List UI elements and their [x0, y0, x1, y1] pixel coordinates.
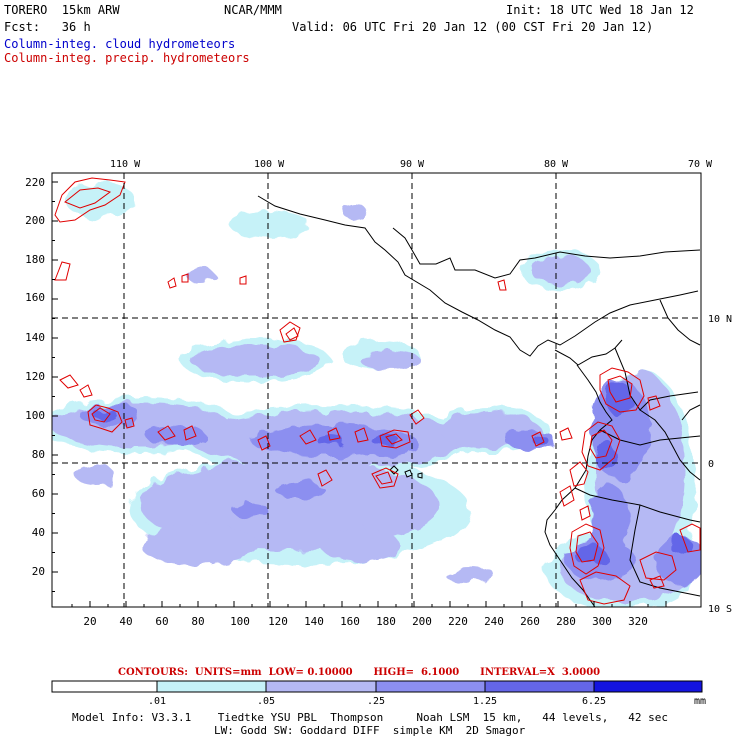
init-time: Init: 18 UTC Wed 18 Jan 12 — [506, 3, 694, 17]
y-tick-label: 100 — [25, 409, 45, 422]
x-tick-label: 200 — [412, 615, 432, 628]
organization: NCAR/MMM — [224, 3, 282, 17]
model-title: TORERO 15km ARW — [4, 3, 120, 17]
x-tick-label: 320 — [628, 615, 648, 628]
y-tick-label: 20 — [32, 565, 45, 578]
lon-label-90w: 90 W — [400, 159, 425, 170]
y-tick-label: 160 — [25, 291, 45, 304]
x-tick-label: 120 — [268, 615, 288, 628]
y-tick-label: 40 — [32, 526, 45, 539]
x-tick-label: 240 — [484, 615, 504, 628]
x-tick-label: 60 — [155, 615, 168, 628]
lon-label-80w: 80 W — [544, 159, 569, 170]
plot-frame — [51, 172, 702, 608]
colorbar-label: 1.25 — [473, 696, 497, 707]
colorbar-label: 6.25 — [582, 696, 606, 707]
gridlines — [52, 173, 701, 607]
x-tick-label: 20 — [83, 615, 96, 628]
colorbar-swatch — [156, 680, 267, 693]
colorbar-swatch — [484, 680, 595, 693]
y-tick-label: 220 — [25, 176, 45, 189]
lat-label-10n: 10 N — [708, 314, 732, 325]
x-tick-label: 260 — [520, 615, 540, 628]
y-tick-label: 180 — [25, 253, 45, 266]
field-title-precip: Column-integ. precip. hydrometeors — [4, 51, 250, 65]
x-tick-label: 220 — [448, 615, 468, 628]
precip-contours — [54, 177, 701, 605]
y-tick-label: 200 — [25, 214, 45, 227]
y-tick-label: 140 — [25, 331, 45, 344]
field-title-cloud: Column-integ. cloud hydrometeors — [4, 37, 236, 51]
lat-label-0: 0 — [708, 459, 714, 470]
y-tick-label: 60 — [32, 487, 45, 500]
lon-label-100w: 100 W — [254, 159, 285, 170]
colorbar-label: .05 — [257, 696, 275, 707]
x-tick-label: 40 — [119, 615, 132, 628]
lon-label-110w: 110 W — [110, 159, 141, 170]
x-tick-label: 280 — [556, 615, 576, 628]
colorbar-swatch — [265, 680, 377, 693]
colorbar-swatch — [51, 680, 158, 693]
valid-time: Valid: 06 UTC Fri 20 Jan 12 (00 CST Fri … — [292, 20, 654, 34]
x-tick-label: 180 — [376, 615, 396, 628]
colorbar-label: .01 — [148, 696, 166, 707]
colorbar-swatch — [375, 680, 486, 693]
model-info: Model Info: V3.3.1 Tiedtke YSU PBL Thomp… — [72, 711, 669, 724]
colorbar — [51, 680, 703, 693]
x-tick-label: 80 — [191, 615, 204, 628]
physics-info: LW: Godd SW: Goddard DIFF simple KM 2D S… — [214, 724, 526, 737]
colorbar-swatch — [593, 680, 703, 693]
lon-label-70w: 70 W — [688, 159, 713, 170]
y-tick-label: 120 — [25, 370, 45, 383]
x-tick-label: 160 — [340, 615, 360, 628]
colorbar-unit: mm — [694, 696, 706, 707]
x-tick-label: 140 — [304, 615, 324, 628]
forecast-hour: Fcst: 36 h — [4, 20, 91, 34]
y-tick-label: 80 — [32, 448, 45, 461]
x-tick-label: 300 — [592, 615, 612, 628]
contours-info: CONTOURS: UNITS=mm LOW= 0.10000 HIGH= 6.… — [118, 667, 601, 678]
x-tick-label: 100 — [230, 615, 250, 628]
lat-label-10s: 10 S — [708, 604, 732, 615]
colorbar-label: .25 — [367, 696, 385, 707]
